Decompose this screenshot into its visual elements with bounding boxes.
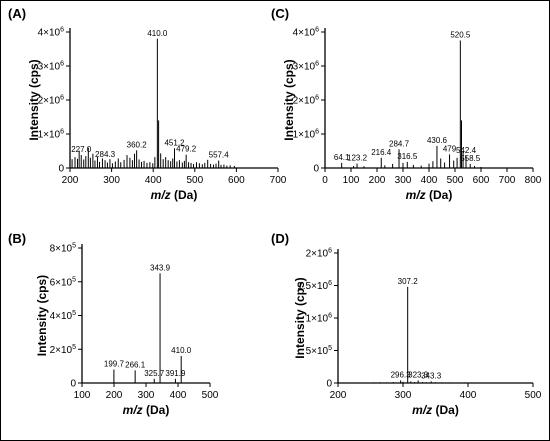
x-tick-label: 200 <box>369 175 386 186</box>
y-tick-label: 4×106 <box>293 27 320 39</box>
x-tick-label: 700 <box>270 175 287 186</box>
x-tick-label: 300 <box>138 390 155 401</box>
y-tick-label: 0 <box>326 379 332 390</box>
y-tick-label: 8×105 <box>50 243 77 255</box>
panel-label: (B) <box>8 231 26 246</box>
y-tick-label: 4×105 <box>50 310 77 322</box>
y-axis-title: Intensity (cps) <box>27 59 41 140</box>
peak-label: 123.2 <box>347 154 368 163</box>
panel-label: (A) <box>8 6 26 21</box>
peak-label: 360.2 <box>127 140 148 149</box>
peak-label: 558.5 <box>460 154 481 163</box>
x-axis-title: m/z (Da) <box>151 188 198 202</box>
peak-label: 216.4 <box>371 148 392 157</box>
y-tick-label: 1×106 <box>293 129 320 141</box>
peak-label: 479 <box>443 144 457 153</box>
peak-label: 323.3 <box>408 370 429 379</box>
peak-label: 296.3 <box>391 370 412 379</box>
y-tick-label: 4×106 <box>38 27 65 39</box>
y-axis-title: Intensity (cps) <box>293 277 307 358</box>
peak-label: 430.6 <box>427 136 448 145</box>
x-tick-label: 700 <box>499 175 516 186</box>
x-tick-label: 400 <box>170 390 187 401</box>
peak-label: 479.2 <box>176 145 197 154</box>
y-tick-label: 0 <box>70 379 76 390</box>
y-tick-label: 0 <box>313 164 319 175</box>
y-tick-label: 2×106 <box>293 95 320 107</box>
y-axis-title: Intensity (cps) <box>35 275 49 356</box>
peak-label: 266.1 <box>125 360 146 369</box>
peak-label: 451.2 <box>164 138 185 147</box>
x-tick-label: 400 <box>421 175 438 186</box>
x-axis-title: m/z (Da) <box>406 188 453 202</box>
y-tick-label: 2×106 <box>306 248 333 260</box>
x-tick-label: 500 <box>447 175 464 186</box>
x-tick-label: 800 <box>525 175 542 186</box>
x-tick-label: 500 <box>525 390 542 401</box>
peak-label: 343.9 <box>150 263 171 272</box>
x-axis-title: m/z (Da) <box>412 403 459 417</box>
x-tick-label: 400 <box>145 175 162 186</box>
x-tick-label: 300 <box>395 390 412 401</box>
peak-label: 227.0 <box>71 145 92 154</box>
y-tick-label: 1×106 <box>38 129 65 141</box>
peak-label: 284.3 <box>95 150 116 159</box>
x-axis-title: m/z (Da) <box>123 403 170 417</box>
peak-label: 410.0 <box>147 29 168 38</box>
peak-label: 199.7 <box>104 360 125 369</box>
y-tick-label: 1×106 <box>306 313 333 325</box>
y-tick-label: 3×106 <box>38 61 65 73</box>
peak-label: 64.1 <box>334 153 350 162</box>
x-tick-label: 400 <box>460 390 477 401</box>
x-tick-label: 0 <box>322 175 328 186</box>
x-tick-label: 600 <box>473 175 490 186</box>
peak-label: 520.5 <box>450 31 471 40</box>
x-tick-label: 100 <box>343 175 360 186</box>
peak-label: 284.7 <box>389 139 410 148</box>
y-tick-label: 1.5×106 <box>297 280 332 292</box>
peak-label: 343.3 <box>421 371 442 380</box>
peak-label: 325.7 <box>144 369 165 378</box>
x-tick-label: 600 <box>228 175 245 186</box>
y-tick-label: 0 <box>58 164 64 175</box>
x-tick-label: 200 <box>330 390 347 401</box>
x-tick-label: 500 <box>202 390 219 401</box>
x-tick-label: 300 <box>103 175 120 186</box>
y-tick-label: 2×105 <box>50 344 77 356</box>
x-tick-label: 100 <box>74 390 91 401</box>
x-tick-label: 500 <box>186 175 203 186</box>
x-tick-label: 200 <box>62 175 79 186</box>
y-tick-label: 3×106 <box>293 61 320 73</box>
peak-label: 542.4 <box>456 146 477 155</box>
x-tick-label: 200 <box>106 390 123 401</box>
peak-label: 316.5 <box>397 152 418 161</box>
panel-label: (D) <box>271 231 289 246</box>
peak-label: 307.2 <box>398 277 419 286</box>
x-tick-label: 300 <box>395 175 412 186</box>
y-tick-label: 5×105 <box>306 345 333 357</box>
panel-label: (C) <box>271 6 289 21</box>
peak-label: 557.4 <box>209 151 230 160</box>
y-axis-title: Intensity (cps) <box>282 59 296 140</box>
peak-label: 391.9 <box>165 369 186 378</box>
y-tick-label: 6×105 <box>50 276 77 288</box>
y-tick-label: 2×106 <box>38 95 65 107</box>
peak-label: 410.0 <box>171 346 192 355</box>
